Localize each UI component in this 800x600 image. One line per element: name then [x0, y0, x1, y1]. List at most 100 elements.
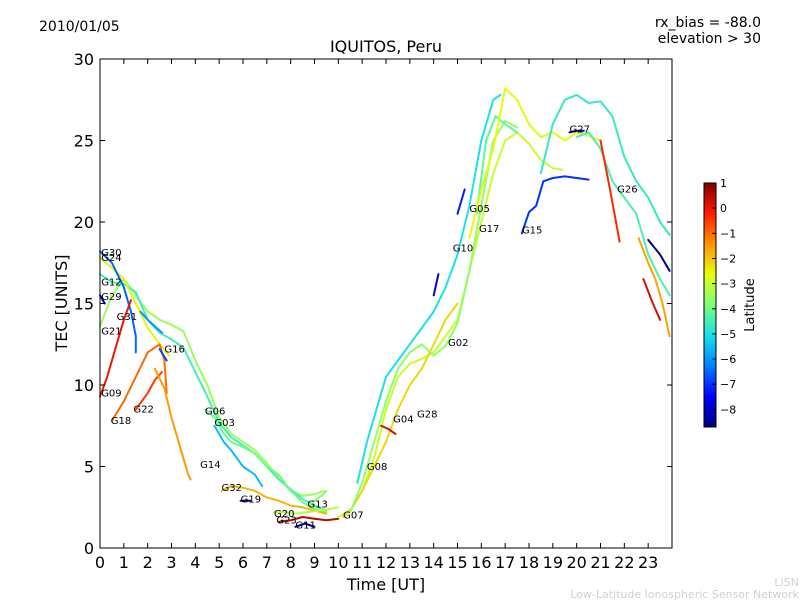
colorbar-tick-label: 1	[720, 177, 727, 190]
series-line-g26b	[599, 139, 621, 243]
x-tick-label: 16	[471, 553, 491, 572]
satellite-label-g11: G11	[295, 520, 315, 531]
x-tick-label: 5	[214, 553, 224, 572]
series-line-g09	[99, 299, 132, 398]
x-tick-label: 11	[352, 553, 372, 572]
colorbar-tick-label: −1	[720, 227, 736, 240]
series-line-g03	[213, 424, 264, 488]
colorbar-ticks: 1 0 −1 −2 −3 −4 −5 −6 −7 −8	[712, 177, 736, 416]
series-group	[99, 87, 671, 528]
series-line-g11	[294, 522, 316, 528]
y-tick-label: 25	[74, 132, 94, 151]
chart-title: IQUITOS, Peru	[330, 37, 442, 56]
satellite-label-g29: G29	[101, 292, 121, 303]
x-tick-label: 22	[614, 553, 634, 572]
x-tick-label: 3	[166, 553, 176, 572]
satellite-label-g32: G32	[222, 483, 242, 494]
series-line-g14	[153, 367, 192, 481]
satellite-label-g14: G14	[200, 460, 220, 471]
satellite-label-g04: G04	[393, 414, 413, 425]
colorbar-tick-label: −2	[720, 252, 736, 265]
x-tick-label: 18	[519, 553, 539, 572]
lisn-watermark: LISN	[774, 576, 799, 589]
x-tick-label: 8	[286, 553, 296, 572]
satellite-label-g27: G27	[570, 124, 590, 135]
satellite-label-g21: G21	[101, 326, 121, 337]
colorbar-label: Latitude	[743, 278, 758, 332]
x-axis-label: Time [UT]	[346, 575, 425, 594]
series-line-g10e	[647, 238, 671, 272]
x-tick-label: 0	[95, 553, 105, 572]
series-line-g32	[220, 485, 328, 515]
x-tick-label: 14	[423, 553, 443, 572]
colorbar-tick-label: −5	[720, 328, 736, 341]
series-line-g07	[337, 131, 564, 518]
x-tick-label: 17	[495, 553, 515, 572]
satellite-label-g10: G10	[453, 243, 473, 254]
x-tick-label: 21	[590, 553, 610, 572]
x-tick-label: 6	[238, 553, 248, 572]
x-tick-label: 12	[376, 553, 396, 572]
rx-bias-label: rx_bias = -88.0	[655, 15, 761, 31]
satellite-label-g20: G20	[274, 509, 294, 520]
series-line-g23	[277, 516, 340, 523]
y-tick-label: 10	[74, 376, 94, 395]
x-tick-label: 23	[638, 553, 658, 572]
colorbar-tick-label: −4	[720, 303, 736, 316]
series-line-g24	[99, 256, 171, 357]
series-line-g28	[380, 424, 397, 435]
satellite-label-g08: G08	[367, 462, 387, 473]
series-line-g22e	[642, 278, 662, 321]
elevation-label: elevation > 30	[658, 31, 761, 47]
y-axis: 0 5 10 15 20 25 30	[74, 50, 672, 558]
series-line-g18	[110, 343, 168, 422]
series-line-g26	[575, 131, 671, 297]
y-tick-label: 5	[84, 458, 94, 477]
satellite-label-g16: G16	[164, 344, 184, 355]
satellite-label-g17: G17	[479, 224, 499, 235]
series-line-g10	[356, 93, 502, 484]
x-tick-label: 19	[543, 553, 563, 572]
y-tick-label: 30	[74, 50, 94, 69]
satellite-label-g06: G06	[205, 406, 225, 417]
satellite-label-g22: G22	[133, 405, 153, 416]
satellite-label-g13: G13	[307, 499, 327, 510]
series-line-g16	[158, 348, 168, 362]
colorbar-tick-label: −6	[720, 353, 736, 366]
satellite-label-g26: G26	[617, 185, 637, 196]
series-line-g25	[468, 87, 602, 240]
satellite-label-g23: G23	[276, 516, 296, 527]
satellite-label-g09: G09	[101, 388, 121, 399]
satellite-label-g12: G12	[101, 278, 121, 289]
satellite-label-g28: G28	[417, 410, 437, 421]
series-line-g31	[139, 310, 163, 334]
series-line-g13	[306, 489, 328, 507]
colorbar-tick-label: −3	[720, 278, 736, 291]
series-line-g27b	[568, 129, 585, 134]
satellite-label-g05: G05	[469, 204, 489, 215]
x-tick-label: 7	[262, 553, 272, 572]
series-line-g06	[203, 408, 328, 514]
series-line-g29	[99, 294, 106, 305]
series-line-g30	[99, 250, 137, 354]
x-tick-label: 4	[190, 553, 200, 572]
x-tick-label: 10	[328, 553, 348, 572]
colorbar-tick-label: 0	[720, 202, 727, 215]
satellite-label-g30: G30	[101, 248, 121, 259]
series-line-g27	[539, 93, 671, 236]
satellite-label-g19: G19	[241, 494, 261, 505]
satellite-label-g24: G24	[101, 253, 121, 264]
series-line-g15	[520, 175, 590, 235]
colorbar-tick-label: −8	[720, 403, 736, 416]
y-tick-label: 20	[74, 213, 94, 232]
date-label: 2010/01/05	[39, 19, 120, 35]
y-tick-label: 15	[74, 295, 94, 314]
series-line-g20	[273, 506, 340, 515]
x-tick-label: 13	[400, 553, 420, 572]
x-tick-label: 9	[309, 553, 319, 572]
satellite-label-g03: G03	[214, 418, 234, 429]
series-line-g08	[342, 302, 459, 518]
series-line-g02	[432, 273, 440, 297]
satellite-label-g18: G18	[111, 416, 131, 427]
